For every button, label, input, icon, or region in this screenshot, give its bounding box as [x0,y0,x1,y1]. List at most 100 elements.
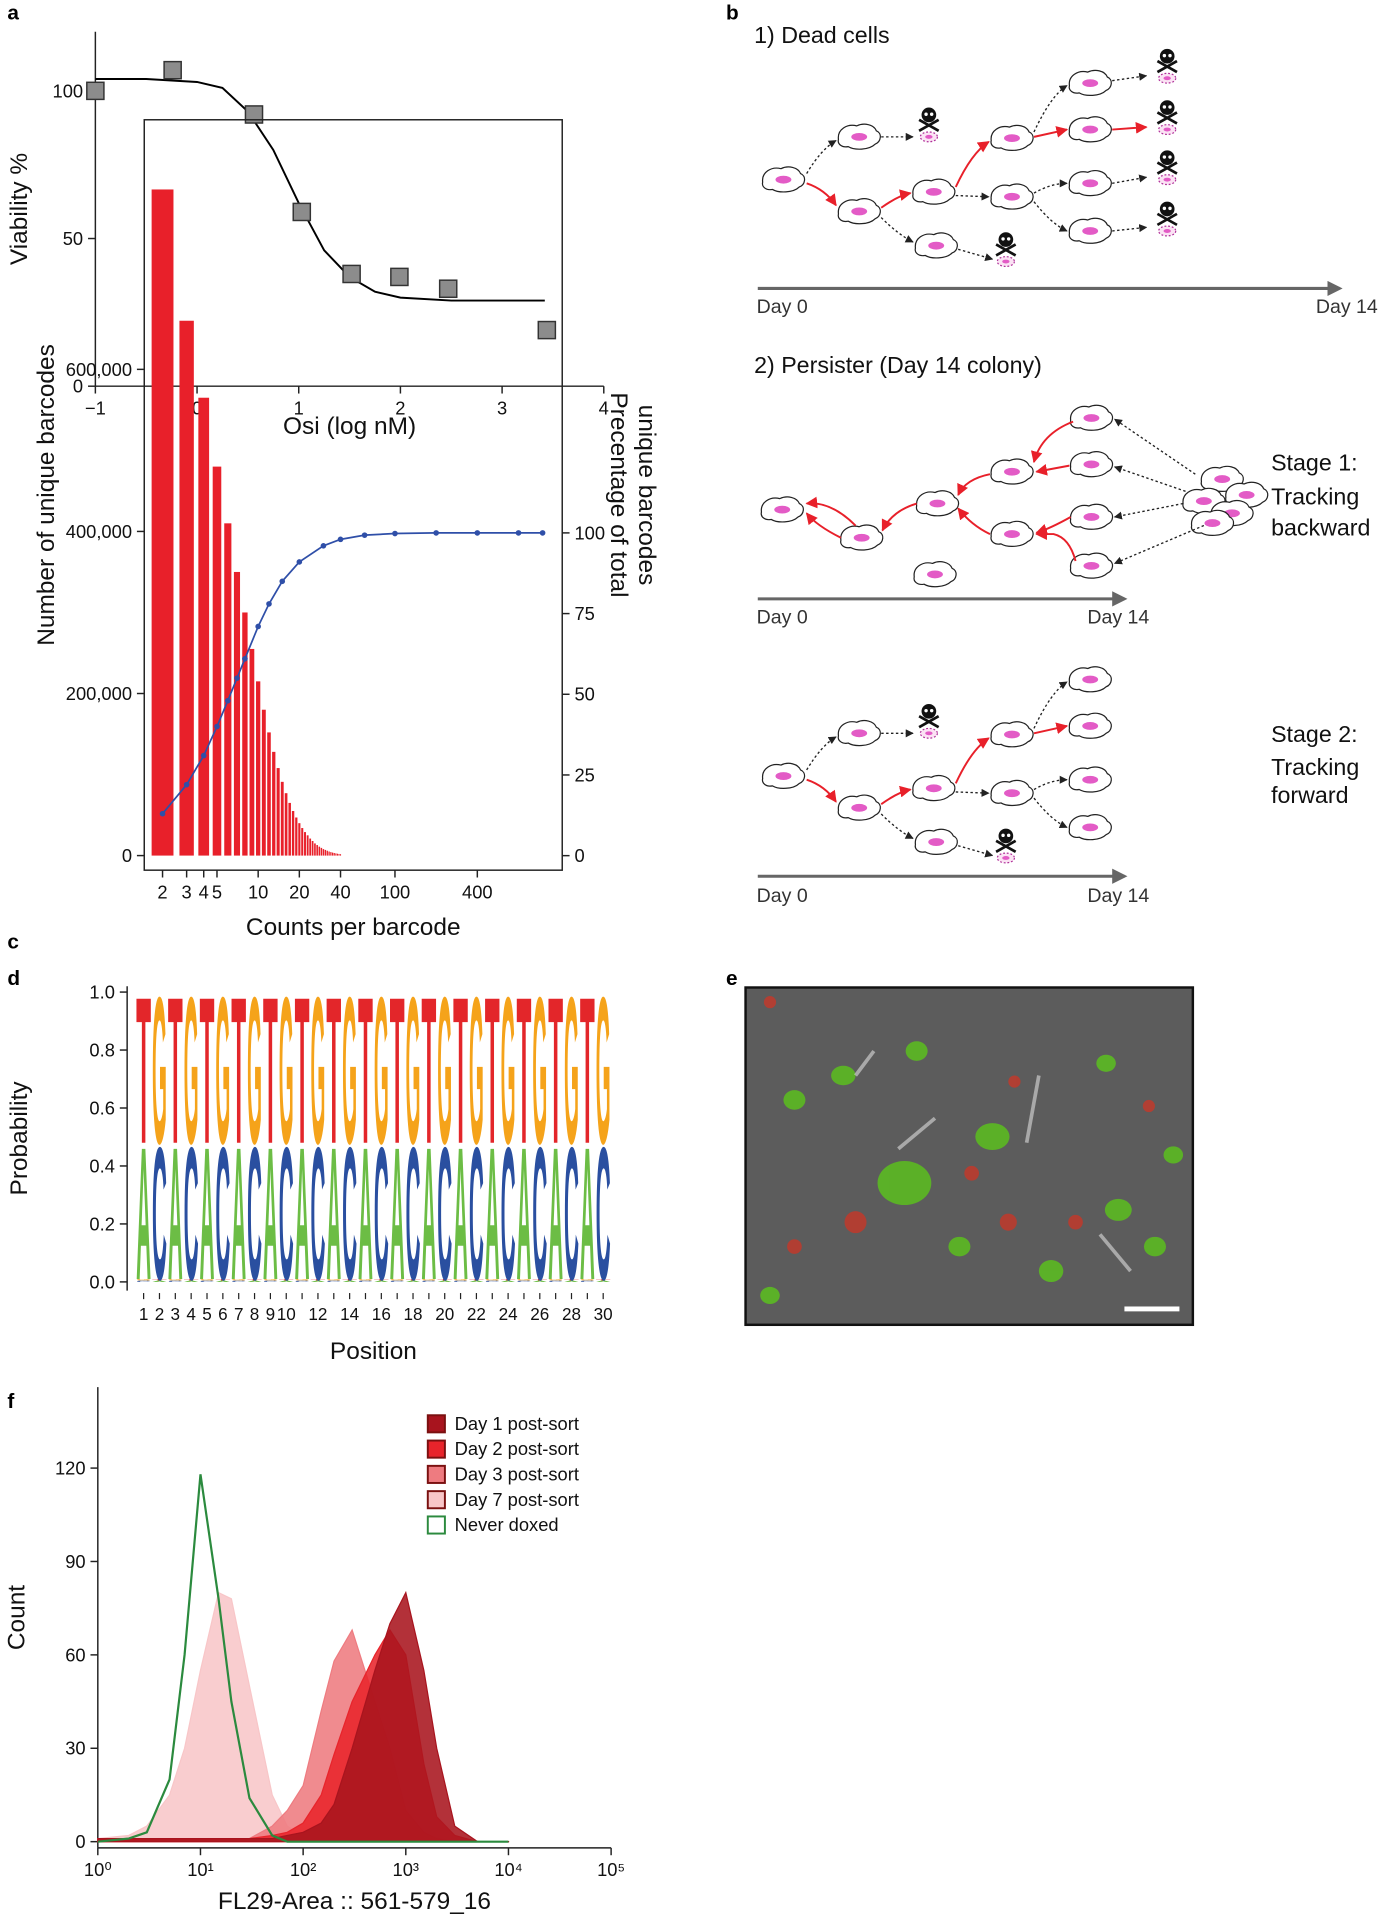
line-point [183,781,190,788]
legend-swatch [426,1464,446,1484]
bar [179,320,194,856]
logo-letter: T [263,953,278,1188]
y-axis-label: Count [3,1585,30,1650]
logo-letter: A [564,1280,579,1282]
bar [276,768,280,856]
logo-letter: A [326,1108,341,1320]
y-tick-label: 0.8 [89,1039,114,1060]
bar [295,817,298,856]
arrow [1112,72,1148,82]
dead-cell [1156,200,1179,238]
y-tick-label: 0 [122,845,132,866]
x-tick-label: 10⁰ [84,1859,112,1880]
persister-tree [760,404,1269,588]
y-tick-label: 75 [574,603,594,624]
logo-letter: C [596,1108,611,1320]
x-tick-label: 10 [277,1305,296,1324]
line-point [255,623,261,630]
bar [316,845,318,856]
x-tick-label: 14 [340,1305,360,1324]
line-point [225,697,231,704]
bar [328,851,330,856]
x-tick-label: 10¹ [187,1859,214,1880]
logo-letter: T [342,1279,358,1281]
logo-letter: A [184,1280,199,1282]
logo-letter: G [421,1279,436,1281]
bar [311,840,314,856]
logo-letter: G [215,953,230,1188]
arrow [1112,174,1148,184]
panel-label: f [7,1390,14,1413]
x-tick-label: 20 [289,881,309,902]
bar [261,709,266,856]
logo-letter: G [247,953,262,1188]
logo-letter: T [437,1279,453,1281]
logo-letter: G [168,1279,183,1281]
section-title: 2) Persister (Day 14 colony) [754,352,1042,378]
logo-letter: C [469,1108,484,1320]
line-point [234,675,240,681]
logo-letter: T [152,1279,168,1281]
x-tick-label: 10³ [393,1859,420,1880]
panel-label: c [7,930,19,953]
bar [330,852,332,856]
x-tick-label: 2 [157,881,167,902]
y-tick-label: 0 [75,1831,85,1852]
y-tick-label: 25 [574,764,594,785]
stage-label: Stage 2: [1271,721,1358,747]
cell-tree [762,667,1111,863]
logo-letter: G [564,953,579,1188]
bar [272,751,276,856]
x-tick-label: 4 [186,1305,196,1324]
bar [249,648,255,856]
histogram-line [97,1474,509,1843]
bar [267,732,271,856]
x-tick-label: 18 [404,1305,423,1324]
logo-letter: C [136,1280,151,1282]
x-tick-label: 10² [290,1859,317,1880]
day-label: Day 14 [1087,606,1149,628]
x-axis-label: FL29-Area :: 561-579_16 [218,1888,491,1915]
logo-letter: G [406,953,421,1188]
x-axis-label: Osi (log nM) [283,413,416,440]
bar [212,466,222,856]
data-point [86,81,105,101]
y-tick-label: 0 [73,376,83,397]
logo-letter: G [326,1279,341,1281]
logo-letter: A [358,1108,373,1320]
logo-letter: A [231,1108,246,1320]
x-tick-label: 5 [212,881,222,902]
stage-label: forward [1271,782,1348,808]
stage-label: Tracking [1271,484,1359,510]
bar [336,853,339,856]
bar [339,854,342,856]
line-point [214,723,220,730]
logo-letter: G [501,953,516,1188]
cell-tree [762,70,1111,266]
legend-swatch [426,1414,446,1434]
y-tick-label: 100 [574,522,605,543]
logo-letter: C [358,1280,373,1282]
section-title: 1) Dead cells [754,22,890,48]
logo-letter: G [469,953,484,1188]
bar [318,846,321,856]
data-point [537,320,557,340]
day-label: Day 0 [757,885,808,907]
x-tick-label: 9 [266,1305,276,1324]
bar [280,781,284,856]
bar [288,802,291,856]
logo-letter: C [215,1108,230,1320]
logo-letter: C [453,1280,468,1282]
logo-letter: T [564,1279,580,1281]
logo-letter: T [517,953,532,1188]
bar [304,832,306,856]
y2-axis-label: unique barcodes [633,405,660,586]
logo-letter: C [168,1280,183,1282]
logo-letter: G [310,953,325,1188]
logo-letter: C [342,1108,357,1320]
logo-letter: T [548,953,563,1188]
x-tick-label: 20 [435,1305,454,1324]
logo-letter: T [184,1279,200,1281]
logo-letter: G [485,1279,500,1281]
x-axis-label: Counts per barcode [246,914,461,941]
